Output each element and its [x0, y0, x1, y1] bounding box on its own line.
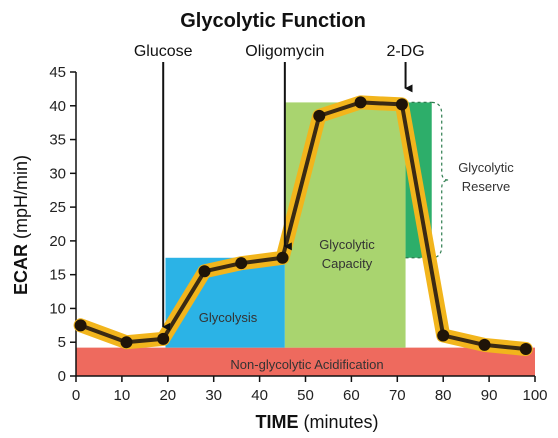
x-tick-label: 10 — [114, 387, 131, 404]
x-tick-label: 70 — [389, 387, 406, 404]
data-point — [395, 98, 408, 111]
x-tick-label: 80 — [435, 387, 452, 404]
x-axis-title: TIME (minutes) — [255, 412, 378, 432]
data-point — [519, 342, 532, 355]
y-tick-label: 15 — [49, 267, 66, 284]
injection-label: Oligomycin — [245, 43, 324, 60]
series-layer — [73, 95, 533, 356]
y-axis-title-bold: ECAR — [11, 244, 31, 295]
non-glycolytic-label: Non-glycolytic Acidification — [230, 357, 383, 372]
x-axis-title-bold: TIME — [255, 412, 298, 432]
data-point — [198, 265, 211, 278]
x-tick-label: 30 — [205, 387, 222, 404]
y-tick-label: 30 — [49, 165, 66, 182]
axes-layer: 0 5 10 15 20 25 30 35 40 45 0 10 20 30 40 50 60 70 80 90 100 — [49, 64, 547, 404]
y-tick-label: 35 — [49, 132, 66, 149]
data-point — [478, 338, 491, 351]
injection-label: 2-DG — [386, 43, 424, 60]
x-axis-title-rest: (minutes) — [304, 412, 379, 432]
capacity-label-line1: Glycolytic — [319, 237, 375, 252]
x-tick-label: 40 — [251, 387, 268, 404]
x-tick-label: 90 — [481, 387, 498, 404]
capacity-label-line2: Capacity — [322, 256, 373, 271]
data-point — [157, 332, 170, 345]
y-tick-label: 45 — [49, 64, 66, 81]
region-0 — [76, 347, 535, 376]
data-point — [437, 329, 450, 342]
data-point — [276, 251, 289, 264]
x-tick-label: 20 — [159, 387, 176, 404]
x-tick-label: 0 — [72, 387, 80, 404]
y-tick-label: 40 — [49, 98, 66, 115]
injections-layer: Glucose Oligomycin 2-DG — [134, 43, 425, 331]
data-point — [313, 109, 326, 122]
data-point — [74, 319, 87, 332]
series-line — [78, 100, 528, 351]
y-tick-label: 10 — [49, 300, 66, 317]
y-tick-label: 25 — [49, 199, 66, 216]
y-axis-title: ECAR (mpH/min) — [11, 155, 31, 295]
reserve-label-line2: Reserve — [462, 179, 510, 194]
y-axis-title-rest: (mpH/min) — [11, 155, 31, 239]
glycolysis-label: Glycolysis — [199, 310, 258, 325]
data-point — [354, 96, 367, 109]
chart-title: Glycolytic Function — [180, 10, 366, 32]
injection-label: Glucose — [134, 43, 193, 60]
y-tick-label: 0 — [58, 368, 66, 385]
data-point — [235, 257, 248, 270]
y-tick-label: 5 — [58, 334, 66, 351]
y-tick-label: 20 — [49, 233, 66, 250]
data-point — [120, 336, 133, 349]
reserve-brace — [431, 101, 449, 259]
x-tick-label: 60 — [343, 387, 360, 404]
x-tick-label: 100 — [522, 387, 547, 404]
x-tick-label: 50 — [297, 387, 314, 404]
region-2 — [284, 102, 406, 348]
reserve-label-line1: Glycolytic — [458, 160, 514, 175]
